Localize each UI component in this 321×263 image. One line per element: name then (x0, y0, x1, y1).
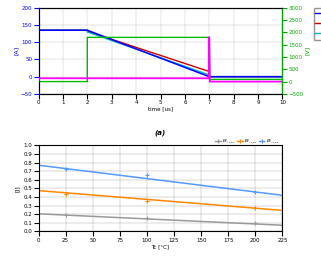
Legend: T$_j$=25°C, T$_j$=90°C, T$_j$=200°C: T$_j$=25°C, T$_j$=90°C, T$_j$=200°C (314, 8, 321, 40)
Y-axis label: [V]: [V] (305, 46, 310, 55)
Y-axis label: [A]: [A] (14, 46, 19, 55)
X-axis label: Tc [°C]: Tc [°C] (152, 244, 169, 249)
Y-axis label: [J]: [J] (16, 185, 21, 192)
Text: (a): (a) (155, 130, 166, 136)
X-axis label: time [us]: time [us] (148, 107, 173, 112)
Legend: $E_{E_{Av\_D1}}$, $E_{E_{Av\_D2}}$, $E_{E_{Av\_D3}}$: $E_{E_{Av\_D1}}$, $E_{E_{Av\_D2}}$, $E_{… (214, 136, 280, 148)
